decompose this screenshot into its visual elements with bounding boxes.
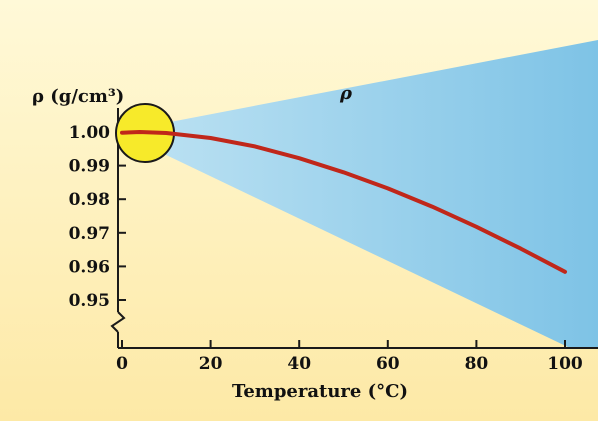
x-tick-label: 20 — [199, 354, 223, 374]
ticks: 1.00 0.99 0.98 0.97 0.96 0.95 0 20 40 60 80 100 — [69, 123, 583, 374]
y-tick-label: 0.96 — [69, 257, 110, 277]
y-tick-label: 0.97 — [69, 224, 110, 244]
y-tick-label: 0.95 — [69, 291, 110, 311]
wedge-rho-label: ρ — [339, 83, 353, 104]
x-tick-label: 0 — [116, 354, 128, 374]
y-tick-label: 1.00 — [69, 123, 111, 143]
density-wedge — [118, 40, 598, 348]
y-axis-title: ρ (g/cm³) — [32, 86, 124, 107]
x-tick-label: 80 — [465, 354, 489, 374]
x-tick-label: 100 — [547, 354, 583, 374]
y-tick-label: 0.99 — [69, 157, 110, 177]
x-axis-title: Temperature (°C) — [232, 381, 408, 402]
x-tick-label: 60 — [376, 354, 400, 374]
y-tick-label: 0.98 — [69, 190, 110, 210]
density-curve — [120, 130, 567, 274]
x-tick-label: 40 — [287, 354, 311, 374]
y-axis-break — [110, 311, 126, 333]
